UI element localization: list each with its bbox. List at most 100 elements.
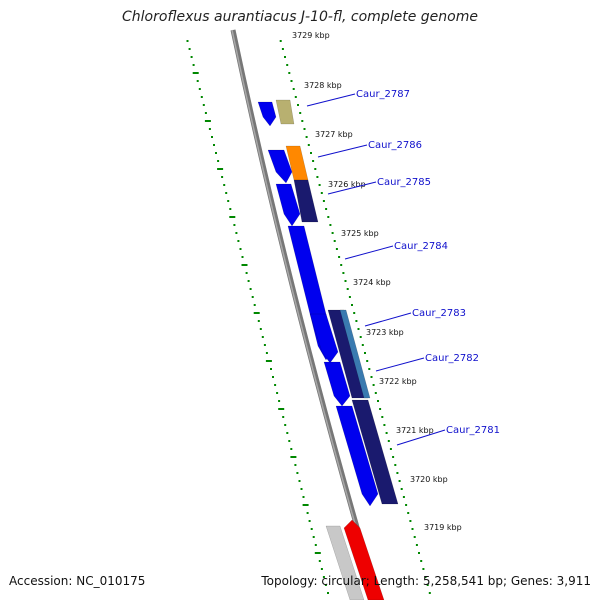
guide-dot <box>290 80 293 82</box>
guide-dot <box>387 440 390 442</box>
guide-dot <box>340 264 343 266</box>
guide-dot <box>202 104 205 106</box>
guide-dot <box>383 424 386 426</box>
guide-dot <box>392 456 395 458</box>
genome-backbone <box>230 29 381 600</box>
guide-dot <box>298 480 301 482</box>
guide-dot <box>251 296 254 298</box>
gene-label[interactable]: Caur_2787 <box>356 89 410 100</box>
gene-arrow[interactable] <box>323 361 351 407</box>
gene-label[interactable]: Caur_2783 <box>412 308 466 319</box>
guide-dot <box>307 144 310 146</box>
gene-label[interactable]: Caur_2781 <box>446 425 500 436</box>
guide-dot <box>415 544 418 546</box>
gene-arrow[interactable] <box>257 101 277 127</box>
gene-label-leader <box>327 181 377 195</box>
guide-dot <box>370 376 373 378</box>
gene-label[interactable]: Caur_2784 <box>394 241 448 252</box>
scale-tick-label: 3723 kbp <box>366 328 404 337</box>
gene-arrow[interactable] <box>275 99 295 125</box>
guide-dot <box>314 168 317 170</box>
guide-dot <box>196 80 199 82</box>
page-title: Chloroflexus aurantiacus J-10-fl, comple… <box>122 9 478 25</box>
guide-dot <box>229 216 236 218</box>
guide-dot <box>204 120 211 122</box>
gene-arrow[interactable] <box>339 309 371 399</box>
guide-dot <box>320 192 323 194</box>
guide-dot <box>351 304 353 306</box>
guide-dot <box>379 408 382 410</box>
scale-tick-label: 3720 kbp <box>410 475 448 484</box>
guide-dot <box>308 520 311 522</box>
guide-dot <box>263 344 266 346</box>
guide-dot <box>312 160 315 162</box>
gene-arrow[interactable] <box>267 149 293 184</box>
guide-dot <box>305 136 308 138</box>
gene-label-leader <box>364 312 412 327</box>
guide-dot <box>325 208 328 210</box>
guide-dot <box>381 416 384 418</box>
guide-dot <box>366 360 369 362</box>
guide-dot <box>426 584 429 586</box>
guide-dot <box>261 336 264 338</box>
guide-dot <box>320 568 323 570</box>
gene-arrow[interactable] <box>275 183 301 227</box>
gene-label-leader <box>317 144 368 158</box>
gene-arrow[interactable] <box>325 525 365 600</box>
guide-dot <box>229 208 232 210</box>
gene-label-leader <box>344 245 394 260</box>
gene-features <box>257 99 399 600</box>
scale-tick-label: 3727 kbp <box>315 130 353 139</box>
guide-dot <box>353 312 356 314</box>
gene-arrow[interactable] <box>309 313 339 364</box>
guide-dot <box>322 576 325 578</box>
scale-tick-label: 3729 kbp <box>292 31 330 40</box>
guide-dot <box>272 376 274 378</box>
guide-dot <box>359 336 362 338</box>
guide-dot <box>402 496 405 498</box>
scale-tick-label: 3726 kbp <box>328 180 366 189</box>
gene-labels: Caur_2787 Caur_2786 Caur_2785 Caur_2784 Caur… <box>306 89 500 446</box>
guide-dot <box>407 512 410 514</box>
guide-dot <box>324 584 327 586</box>
guide-dot <box>278 408 285 410</box>
guide-dot <box>282 416 285 418</box>
guide-dot <box>215 152 217 154</box>
guide-dot <box>389 448 392 450</box>
guide-dot <box>284 56 286 58</box>
guide-dot <box>292 88 295 90</box>
scale-ticks: 3729 kbp 3728 kbp 3727 kbp 3726 kbp 3725 kbp… <box>292 31 462 532</box>
gene-arrow[interactable] <box>343 519 385 600</box>
dotted-guides <box>186 40 431 594</box>
guide-dot <box>286 432 289 434</box>
guide-dot <box>294 96 297 98</box>
guide-dot <box>318 184 321 186</box>
gene-label[interactable]: Caur_2782 <box>425 353 479 364</box>
guide-dot <box>333 240 336 242</box>
guide-dot <box>186 40 189 42</box>
gene-arrow[interactable] <box>293 179 319 223</box>
guide-dot <box>284 424 287 426</box>
gene-label[interactable]: Caur_2785 <box>377 177 431 188</box>
guide-dot <box>192 72 199 74</box>
guide-dot <box>303 128 306 130</box>
guide-dot <box>394 464 397 466</box>
backbone-highlight <box>231 29 378 600</box>
gene-arrow[interactable] <box>351 399 399 505</box>
guide-dot <box>208 128 211 130</box>
gene-label[interactable]: Caur_2786 <box>368 140 422 151</box>
scale-tick-label: 3722 kbp <box>379 377 417 386</box>
guide-dot <box>233 224 236 226</box>
guide-dot <box>316 176 319 178</box>
genome-summary-text: Topology: circular; Length: 5,258,541 bp… <box>261 574 591 588</box>
guide-dot <box>296 472 299 474</box>
guide-dot <box>217 160 220 162</box>
gene-arrow[interactable] <box>335 405 379 507</box>
guide-dot <box>276 392 279 394</box>
guide-dot <box>301 120 304 122</box>
guide-dot <box>368 368 371 370</box>
guide-dot <box>327 216 330 218</box>
guide-dot <box>420 560 423 562</box>
guide-dot <box>278 400 281 402</box>
